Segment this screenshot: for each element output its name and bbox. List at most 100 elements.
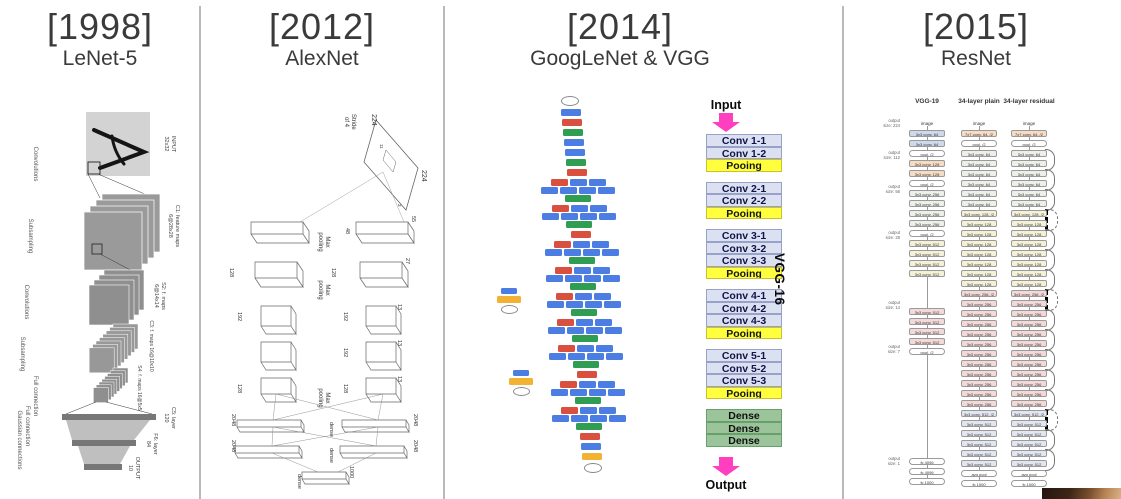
output-size-label: output size: 112	[883, 150, 900, 160]
conv-box: Conv 5-3	[706, 374, 782, 387]
resnet-layer-box: 3x3 conv, 512	[1011, 440, 1047, 447]
resnet-layer-box: 3x3 conv, 512	[909, 250, 945, 257]
resnet-layer-box: 3x3 conv, 512	[961, 460, 997, 467]
lenet-input-label: INPUT	[170, 136, 176, 153]
alexnet-cuboid	[339, 445, 408, 460]
resnet-layer-box: image	[972, 121, 986, 126]
alexnet-cuboid	[341, 419, 410, 434]
conv-node	[579, 187, 597, 194]
pool-box: Pooing	[706, 326, 782, 339]
conv-node	[598, 187, 616, 194]
output-size-label: output size: 224	[883, 118, 900, 128]
resnet-layer-box: 3x3 conv, 256	[1011, 350, 1047, 357]
alexnet-maxpool-label: Max	[324, 236, 330, 247]
resnet-layer-box: 3x3 conv, 128	[1011, 280, 1047, 287]
vgg-conv-group: Conv 4-1 Conv 4-2 Conv 4-3 Pooing	[688, 289, 800, 339]
conv-box: Conv 4-1	[706, 289, 782, 302]
resnet-layer-box: 3x3 conv, 512	[1011, 460, 1047, 467]
resnet-layer-box: pool, /2	[909, 230, 945, 237]
resnet-layer-box: 3x3 conv, 256	[1011, 330, 1047, 337]
resnet-layer-box: 3x3 conv, 64	[961, 180, 997, 187]
pool-node	[558, 345, 576, 352]
fc-node	[582, 453, 603, 460]
resnet-layer-box: pool, /2	[961, 140, 997, 147]
resnet-layer-box: image	[1022, 121, 1036, 126]
concat-node	[565, 195, 592, 202]
lenet-s4-label: S4: f. maps 16@5x5	[136, 365, 142, 411]
resnet-title: ResNet	[940, 47, 1012, 70]
resnet-layer-box: 3x3 conv, 256	[1011, 340, 1047, 347]
svg-text:Convolutions: Convolutions	[23, 285, 29, 320]
svg-text:55: 55	[410, 216, 416, 222]
resnet-layer-box: 3x3 conv, 128	[961, 250, 997, 257]
pool-node	[557, 319, 575, 326]
conv-node	[542, 213, 560, 220]
concat-node	[570, 309, 597, 316]
resnet-layer-box: fc 1000	[961, 480, 997, 487]
resnet-layer-box: 3x3 conv, 64	[1011, 150, 1047, 157]
conv-node	[567, 353, 585, 360]
conv-box: Conv 1-2	[706, 146, 782, 159]
conv-node	[594, 293, 612, 300]
alexnet-cuboid	[359, 261, 409, 289]
svg-text:27: 27	[404, 258, 410, 264]
column-divider	[842, 6, 844, 499]
inception-module	[551, 407, 626, 430]
inception-module	[542, 205, 617, 228]
conv-node	[576, 319, 594, 326]
vgg16-side-label: VGG-16	[772, 253, 787, 306]
conv-node	[573, 241, 591, 248]
output-size-label: output size: 28	[885, 230, 900, 240]
conv-node	[548, 353, 566, 360]
output-size-label: output size: 56	[885, 184, 900, 194]
alexnet-stride-label: Stride	[350, 114, 356, 130]
alexnet-cuboid	[365, 341, 402, 372]
resnet-layer-box: 3x3 conv, 128	[961, 230, 997, 237]
pool-node	[555, 267, 573, 274]
resnet-layer-box: 3x3 conv, 64	[909, 130, 945, 137]
conv-node	[604, 327, 622, 334]
output-size-label: output size: 14	[885, 300, 900, 310]
resnet-layer-box: 3x3 conv, 128	[1011, 270, 1047, 277]
resnet-layer-box: fc 1000	[909, 478, 945, 485]
vgg-conv-group: Conv 3-1 Conv 3-2 Conv 3-3 Pooing	[688, 229, 800, 279]
resnet-layer-box: 3x3 conv, 256, /2	[1011, 290, 1047, 297]
flow-arrow-icon	[688, 113, 764, 133]
conv-node	[547, 327, 565, 334]
resnet-layer-box: image	[920, 121, 934, 126]
resnet-layer-box: 3x3 conv, 512	[909, 308, 945, 315]
conv-node	[579, 381, 597, 388]
resnet-layer-box: 3x3 conv, 64	[961, 200, 997, 207]
conv-box: Conv 1-1	[706, 134, 782, 147]
conv-node	[583, 275, 601, 282]
s4-feature-maps	[93, 367, 129, 403]
resnet-layer-box: 3x3 conv, 512	[909, 240, 945, 247]
conv-node	[588, 179, 606, 186]
resnet-layer-box: 3x3 conv, 512	[1011, 450, 1047, 457]
conv-box: Conv 3-2	[706, 241, 782, 254]
resnet-column-title: 34-layer plain	[958, 98, 1000, 105]
resnet-layer-box: 3x3 conv, 256	[1011, 380, 1047, 387]
conv-node	[560, 187, 578, 194]
resnet-layer-box: 7x7 conv, 64, /2	[1011, 130, 1047, 137]
resnet-layer-box: 3x3 conv, 64	[961, 160, 997, 167]
svg-text:192: 192	[342, 348, 348, 357]
conv-box: Conv 5-2	[706, 361, 782, 374]
resnet-layer-box: 3x3 conv, 256	[961, 370, 997, 377]
svg-text:13: 13	[396, 304, 402, 310]
resnet-layer-box: 3x3 conv, 128	[961, 240, 997, 247]
conv-node	[593, 267, 611, 274]
resnet-layer-box: fc 4096	[909, 468, 945, 475]
output-size-label: output size: 1	[887, 456, 900, 466]
inception-module	[541, 179, 616, 202]
resnet-layer-box: 3x3 conv, 64	[1011, 160, 1047, 167]
dense-box: Dense	[706, 409, 782, 422]
resnet-layer-box: 3x3 conv, 128	[961, 220, 997, 227]
resnet-layer-box: 3x3 conv, 128	[961, 270, 997, 277]
lenet-c1-label: C1: feature maps	[174, 205, 180, 247]
lenet-title: LeNet-5	[62, 47, 138, 70]
vgg-conv-group: Conv 2-1 Conv 2-2 Pooing	[688, 181, 800, 219]
fully-connected-layers	[62, 414, 156, 470]
lenet-year: [1998]	[46, 6, 154, 47]
resnet-layer-box: 3x3 conv, 128, /2	[1011, 210, 1047, 217]
